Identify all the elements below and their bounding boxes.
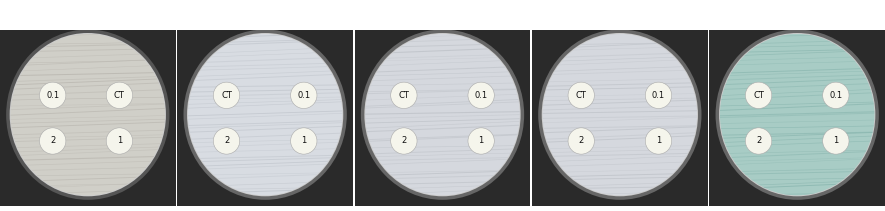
Ellipse shape: [10, 33, 166, 196]
Ellipse shape: [542, 33, 698, 196]
Text: 1: 1: [117, 137, 122, 146]
Circle shape: [468, 82, 495, 108]
Text: CT: CT: [576, 91, 587, 100]
Text: 2: 2: [401, 137, 406, 146]
Ellipse shape: [538, 30, 702, 200]
Text: 1: 1: [656, 137, 661, 146]
Ellipse shape: [11, 34, 165, 195]
Text: 2: 2: [50, 137, 55, 146]
Ellipse shape: [188, 34, 342, 195]
Text: 0.1: 0.1: [829, 91, 843, 100]
Text: CT: CT: [221, 91, 232, 100]
Ellipse shape: [716, 30, 879, 200]
Circle shape: [40, 82, 65, 108]
Circle shape: [645, 128, 672, 154]
Ellipse shape: [543, 34, 697, 195]
Ellipse shape: [720, 34, 874, 195]
Circle shape: [290, 128, 317, 154]
Circle shape: [390, 128, 417, 154]
Text: 0.1: 0.1: [297, 91, 311, 100]
Text: 1: 1: [301, 137, 306, 146]
Text: 1: 1: [479, 137, 484, 146]
Circle shape: [106, 128, 133, 154]
Ellipse shape: [187, 33, 343, 196]
Circle shape: [568, 128, 595, 154]
Text: 0.1: 0.1: [46, 91, 59, 100]
Text: 2: 2: [224, 137, 229, 146]
Circle shape: [745, 82, 772, 108]
Circle shape: [106, 82, 133, 108]
Circle shape: [213, 128, 240, 154]
Circle shape: [40, 128, 65, 154]
Circle shape: [823, 82, 849, 108]
Circle shape: [645, 82, 672, 108]
Text: CT: CT: [398, 91, 409, 100]
Circle shape: [213, 82, 240, 108]
Circle shape: [568, 82, 595, 108]
Ellipse shape: [365, 33, 520, 196]
Text: CT: CT: [753, 91, 764, 100]
Text: CT: CT: [114, 91, 125, 100]
Text: 2: 2: [756, 137, 761, 146]
Ellipse shape: [183, 30, 347, 200]
Text: 1: 1: [833, 137, 838, 146]
Ellipse shape: [719, 33, 875, 196]
Circle shape: [823, 128, 849, 154]
Text: 2: 2: [579, 137, 584, 146]
Circle shape: [745, 128, 772, 154]
Ellipse shape: [366, 34, 519, 195]
Text: 0.1: 0.1: [474, 91, 488, 100]
Circle shape: [290, 82, 317, 108]
Ellipse shape: [361, 30, 524, 200]
Circle shape: [468, 128, 495, 154]
Ellipse shape: [6, 30, 169, 200]
Text: 0.1: 0.1: [652, 91, 665, 100]
Circle shape: [390, 82, 417, 108]
